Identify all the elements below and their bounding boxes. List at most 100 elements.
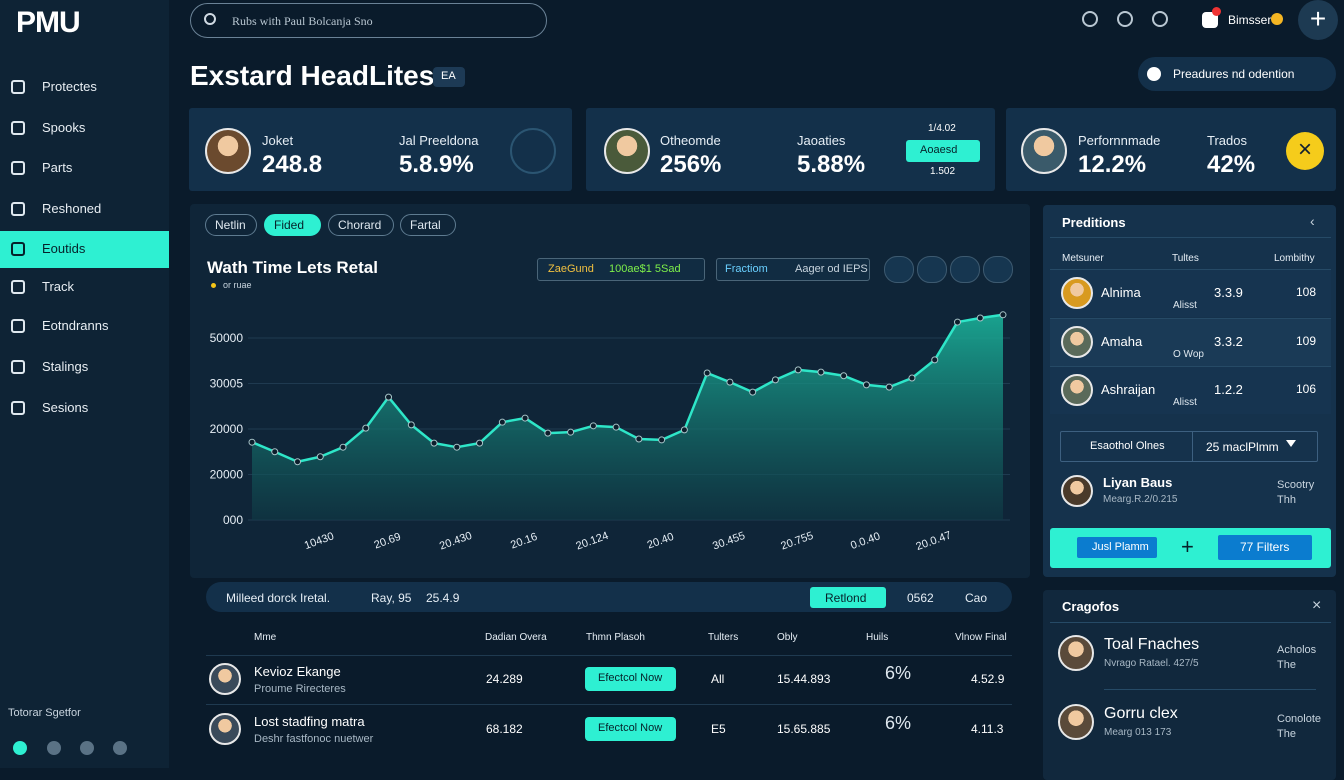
tab[interactable]: [328, 214, 394, 236]
nav-item[interactable]: Eoutids: [42, 241, 86, 256]
row-sub: Deshr fastfonoc nuetwer: [254, 733, 374, 745]
row-percent: 6%: [885, 663, 912, 683]
row-button-text[interactable]: Efectcol Now: [598, 722, 663, 734]
table-header: Mme: [254, 632, 277, 643]
nav-item[interactable]: Protectes: [42, 79, 97, 94]
toolbar-button[interactable]: [810, 587, 886, 608]
tab-text[interactable]: Fided: [274, 218, 305, 232]
search-text: Rubs with Paul Bolcanja Sno: [232, 14, 373, 28]
nav-item[interactable]: Spooks: [42, 120, 86, 135]
search[interactable]: [190, 3, 547, 38]
top-icon[interactable]: [1152, 11, 1168, 27]
filter[interactable]: [537, 258, 705, 281]
y-tick-label: 000: [223, 513, 243, 527]
tab-text[interactable]: Fartal: [410, 218, 441, 232]
icon-button[interactable]: [950, 256, 980, 283]
panel-title: Preditions: [1062, 215, 1126, 230]
nav-item[interactable]: Eotndranns: [42, 318, 109, 333]
point: [908, 374, 916, 382]
footer-icon[interactable]: [47, 741, 61, 755]
point: [294, 458, 302, 466]
footer-icon[interactable]: [80, 741, 94, 755]
kpi-value: 256%: [660, 151, 722, 178]
divider: [1050, 622, 1331, 623]
item-sub: Mearg 013 173: [1104, 727, 1172, 738]
nav-item[interactable]: Sesions: [42, 400, 89, 415]
footer-icon[interactable]: [13, 741, 27, 755]
x-tick-label: 20.124: [574, 530, 610, 553]
row-percent: 6%: [885, 713, 912, 733]
divider: [206, 655, 1012, 656]
bar-button[interactable]: [1077, 537, 1157, 558]
bar-plus[interactable]: +: [1181, 534, 1194, 559]
pred-value: 109: [1296, 333, 1317, 348]
point: [521, 414, 529, 422]
nav-icon: [11, 121, 25, 135]
tab-text[interactable]: Netlin: [215, 218, 246, 232]
avatar: [205, 128, 251, 174]
brand: PMU: [16, 6, 81, 39]
tab[interactable]: [264, 214, 321, 236]
tab[interactable]: [400, 214, 456, 236]
person-sub: Mearg.R.2/0.215: [1103, 494, 1178, 505]
kpi-button[interactable]: [906, 140, 980, 162]
user-name[interactable]: Bimsser: [1228, 13, 1272, 27]
tab-text[interactable]: Chorard: [338, 218, 382, 232]
pred-sub: O Wop: [1173, 348, 1204, 360]
row-button-text[interactable]: Efectcol Now: [598, 672, 663, 684]
x-tick-label: 20.16: [509, 531, 539, 552]
notify[interactable]: [1202, 12, 1218, 28]
sidebar-footer: Totorar Sgetfor: [8, 707, 81, 719]
close-circle[interactable]: ×: [1286, 132, 1324, 170]
row-sub: Proume Rirecteres: [254, 683, 346, 695]
bar-button-text[interactable]: Jusl Plamm: [1092, 541, 1149, 553]
point: [931, 356, 939, 364]
kpi-value: 248.8: [262, 151, 323, 178]
footer-icon[interactable]: [113, 741, 127, 755]
action-button[interactable]: [1138, 57, 1336, 91]
toolbar-button-text[interactable]: Retlond: [825, 591, 867, 605]
top-icon[interactable]: [1082, 11, 1098, 27]
nav-icon: [11, 161, 25, 175]
action-text[interactable]: Preadures nd odention: [1173, 67, 1295, 81]
pred-header: Metsuner: [1062, 253, 1104, 264]
icon-button[interactable]: [983, 256, 1013, 283]
page-title: Exstard HeadLites: [190, 60, 435, 91]
kpi-button-text[interactable]: Aoaesd: [920, 144, 958, 156]
toolbar-text: Cao: [965, 591, 988, 605]
nav-item[interactable]: Parts: [42, 160, 73, 175]
icon-button[interactable]: [917, 256, 947, 283]
pred-value: 106: [1296, 382, 1317, 396]
bar-button-text[interactable]: 77 Filters: [1240, 540, 1290, 554]
toolbar-text: Ray, 95: [371, 591, 412, 605]
chevron[interactable]: ‹: [1310, 213, 1315, 229]
close[interactable]: ×: [1312, 597, 1322, 614]
top-icon[interactable]: [1117, 11, 1133, 27]
y-tick-label: 50000: [210, 331, 244, 345]
avatar: [1058, 635, 1094, 671]
bar-button[interactable]: [1218, 535, 1312, 560]
x-tick-label: 20.430: [438, 530, 474, 553]
tab[interactable]: [205, 214, 257, 236]
icon-button[interactable]: [884, 256, 914, 283]
nav-icon: [11, 202, 25, 216]
dropdown[interactable]: [1060, 431, 1318, 462]
filter[interactable]: [716, 258, 870, 281]
x-tick-label: 20.0.47: [914, 529, 953, 553]
pred-name: Alnima: [1101, 285, 1141, 300]
point: [862, 381, 870, 389]
nav-item[interactable]: Stalings: [42, 359, 89, 374]
add-button[interactable]: +: [1298, 0, 1338, 40]
kpi-value: 42%: [1207, 151, 1256, 178]
row-button[interactable]: [585, 667, 676, 691]
row-button[interactable]: [585, 717, 676, 741]
user-dot: [1271, 13, 1283, 25]
action-icon: [1147, 67, 1161, 81]
avatar: [604, 128, 650, 174]
item-right: Conolote: [1277, 713, 1322, 725]
nav-item[interactable]: Reshoned: [42, 201, 102, 216]
area: [252, 314, 1003, 520]
nav-item[interactable]: Track: [42, 279, 75, 294]
avatar: [1021, 128, 1067, 174]
